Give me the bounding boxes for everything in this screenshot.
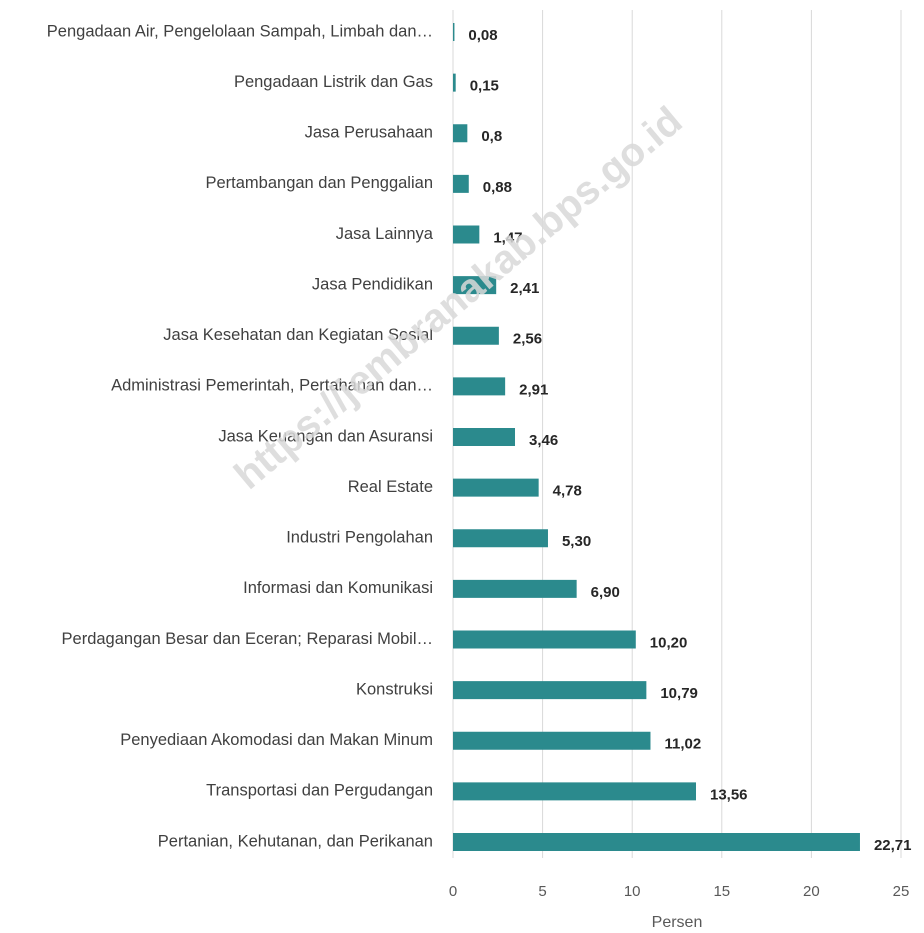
x-tick-label: 20 — [803, 883, 820, 900]
value-label: 6,90 — [591, 584, 620, 601]
x-tick-label: 25 — [893, 883, 910, 900]
x-tick-label: 10 — [624, 883, 641, 900]
bar — [453, 276, 497, 295]
x-tick-label: 15 — [713, 883, 730, 900]
y-tick-label: Perdagangan Besar dan Eceran; Reparasi M… — [62, 630, 433, 648]
bar — [453, 731, 651, 750]
y-tick-label: Jasa Lainnya — [336, 225, 434, 243]
bar — [453, 478, 539, 497]
bar — [453, 174, 469, 193]
y-tick-label: Real Estate — [348, 478, 433, 496]
bar — [453, 377, 506, 396]
value-label: 4,78 — [553, 483, 582, 500]
x-axis-title: Persen — [652, 914, 703, 931]
value-label: 2,91 — [519, 381, 548, 398]
y-tick-label: Jasa Keuangan dan Asuransi — [218, 427, 433, 445]
value-label: 13,56 — [710, 786, 748, 803]
value-label: 0,15 — [470, 78, 499, 95]
value-label: 0,8 — [481, 128, 502, 145]
value-label: 5,30 — [562, 533, 591, 550]
value-label: 10,79 — [660, 685, 698, 702]
value-label: 22,71 — [874, 837, 912, 854]
bar — [453, 529, 548, 548]
y-tick-label: Pertanian, Kehutanan, dan Perikanan — [158, 832, 433, 850]
bar — [453, 23, 455, 41]
y-tick-label: Informasi dan Komunikasi — [243, 579, 433, 597]
bar — [453, 73, 456, 92]
y-tick-label: Jasa Pendidikan — [312, 275, 433, 293]
y-tick-label: Jasa Kesehatan dan Kegiatan Sosial — [163, 326, 433, 344]
y-tick-label: Administrasi Pemerintah, Pertahanan dan… — [111, 377, 433, 395]
y-tick-label: Pengadaan Listrik dan Gas — [234, 73, 433, 91]
bar — [453, 579, 577, 598]
value-label: 1,47 — [493, 229, 522, 246]
y-tick-label: Jasa Perusahaan — [305, 124, 433, 142]
y-tick-label: Konstruksi — [356, 680, 433, 698]
value-label: 2,56 — [513, 331, 542, 348]
value-label: 11,02 — [664, 736, 701, 753]
y-tick-label: Pertambangan dan Penggalian — [205, 174, 433, 192]
y-tick-label: Penyediaan Akomodasi dan Makan Minum — [120, 731, 433, 749]
bar — [453, 833, 860, 851]
value-label: 3,46 — [529, 432, 558, 449]
bar — [453, 225, 480, 244]
y-tick-label: Pengadaan Air, Pengelolaan Sampah, Limba… — [47, 22, 433, 40]
bar — [453, 630, 636, 649]
value-label: 0,88 — [483, 179, 512, 196]
value-label: 10,20 — [650, 634, 688, 651]
bar — [453, 428, 516, 446]
value-label: 0,08 — [468, 27, 497, 44]
x-tick-label: 0 — [449, 883, 457, 900]
x-tick-label: 5 — [538, 883, 546, 900]
bar — [453, 782, 696, 801]
y-tick-label: Industri Pengolahan — [286, 529, 433, 547]
bar — [453, 124, 468, 143]
value-label: 2,41 — [510, 280, 539, 297]
y-tick-label: Transportasi dan Pergudangan — [206, 782, 433, 800]
bar — [453, 681, 647, 700]
bar — [453, 326, 499, 345]
